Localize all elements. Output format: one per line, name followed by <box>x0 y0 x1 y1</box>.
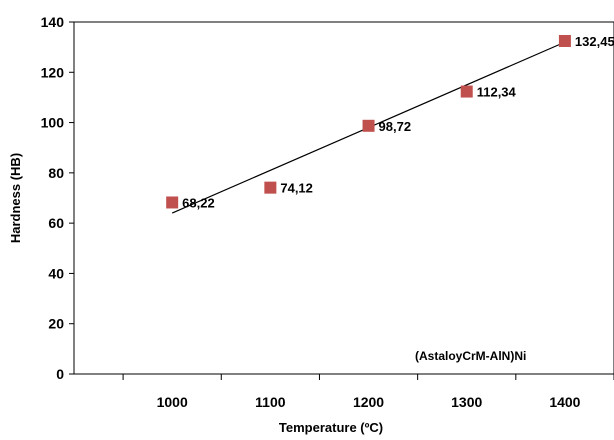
data-points: 68,22 74,12 98,72 112,34 132,45 <box>166 34 614 210</box>
y-tick-label: 40 <box>48 265 64 281</box>
y-tick-label: 120 <box>41 64 65 80</box>
y-tick-label: 60 <box>48 215 64 231</box>
data-label: 112,34 <box>477 85 517 100</box>
x-axis-title: Temperature (ºC) <box>279 420 383 435</box>
x-tick-label: 1200 <box>353 394 384 410</box>
y-tick-label: 140 <box>41 14 65 30</box>
x-tick-label: 1300 <box>451 394 482 410</box>
data-point <box>166 196 179 209</box>
x-tick-label: 1100 <box>255 394 286 410</box>
data-label: 74,12 <box>280 181 313 196</box>
data-label: 98,72 <box>379 119 412 134</box>
data-point <box>558 34 571 47</box>
x-tick-label: 1400 <box>549 394 580 410</box>
y-tick-label: 0 <box>56 366 64 382</box>
data-point <box>460 85 473 98</box>
y-tick-label: 80 <box>48 165 64 181</box>
x-tick-label: 1000 <box>157 394 188 410</box>
x-axis: 1000 1100 1200 1300 1400 <box>122 374 614 410</box>
data-point <box>362 119 375 132</box>
data-point <box>264 181 277 194</box>
plot-area <box>73 21 614 375</box>
annotation: (AstaloyCrM-AlN)Ni <box>415 349 526 363</box>
data-label: 132,45 <box>575 34 614 49</box>
y-axis: 0 20 40 60 80 100 120 140 <box>41 14 74 382</box>
y-tick-label: 100 <box>41 115 65 131</box>
data-label: 68,22 <box>182 195 215 210</box>
y-axis-title: Hardness (HB) <box>8 153 23 243</box>
y-tick-label: 20 <box>48 316 64 332</box>
